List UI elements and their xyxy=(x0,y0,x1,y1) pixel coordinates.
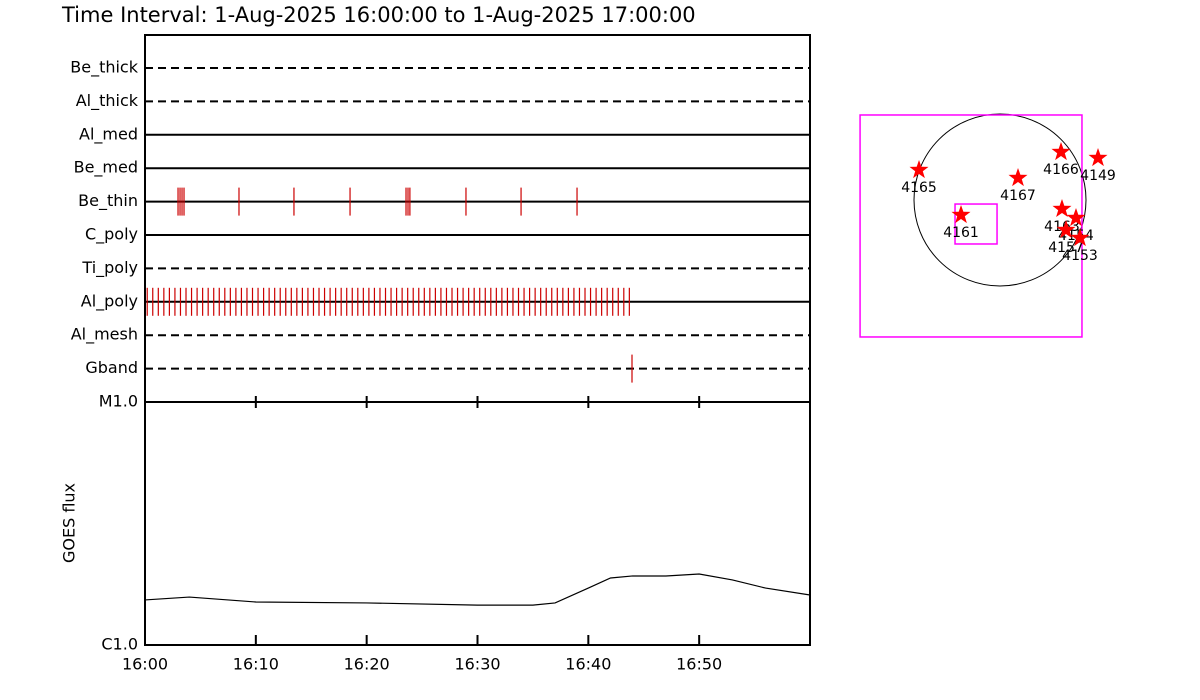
filter-label: C_poly xyxy=(85,225,138,245)
region-label: 4165 xyxy=(901,180,937,196)
solar-disk xyxy=(913,113,1087,287)
filter-label: Gband xyxy=(85,358,138,377)
region-label: 4166 xyxy=(1043,162,1079,178)
goes-frame xyxy=(144,401,811,646)
filter-label: Al_poly xyxy=(81,291,138,311)
region-star xyxy=(1008,168,1028,187)
filter-label: Be_thin xyxy=(78,191,138,211)
region-label: 4167 xyxy=(1000,188,1036,204)
fov-frame xyxy=(954,203,998,245)
x-tick-label: 16:00 xyxy=(122,655,168,674)
x-tick-label: 16:20 xyxy=(344,655,390,674)
filter-label: Be_med xyxy=(74,158,138,178)
region-label: 4149 xyxy=(1080,168,1116,184)
y-tick-label: C1.0 xyxy=(101,635,138,654)
region-label: 4153 xyxy=(1062,248,1098,264)
region-star xyxy=(1070,228,1090,247)
region-label: 4161 xyxy=(943,225,979,241)
chart-title: Time Interval: 1-Aug-2025 16:00:00 to 1-… xyxy=(61,3,696,27)
filter-label: Al_thick xyxy=(76,91,139,111)
filter-label: Ti_poly xyxy=(81,258,138,278)
filter-label: Be_thick xyxy=(70,58,138,78)
fov-frame xyxy=(859,114,1083,338)
region-star xyxy=(1088,148,1108,167)
region-star xyxy=(1051,142,1071,161)
goes-curve xyxy=(144,573,811,606)
y-tick-label: M1.0 xyxy=(99,392,138,411)
x-tick-label: 16:40 xyxy=(565,655,611,674)
filter-frame xyxy=(144,34,811,403)
region-star xyxy=(1056,220,1076,239)
region-star xyxy=(909,160,929,179)
region-star xyxy=(951,205,971,224)
y-axis-title: GOES flux xyxy=(60,483,79,563)
x-tick-label: 16:10 xyxy=(233,655,279,674)
x-tick-label: 16:30 xyxy=(454,655,500,674)
filter-label: Al_mesh xyxy=(71,325,138,345)
region-star xyxy=(1052,199,1072,217)
region-star xyxy=(1066,208,1086,227)
x-tick-label: 16:50 xyxy=(676,655,722,674)
filter-label: Al_med xyxy=(79,124,138,144)
